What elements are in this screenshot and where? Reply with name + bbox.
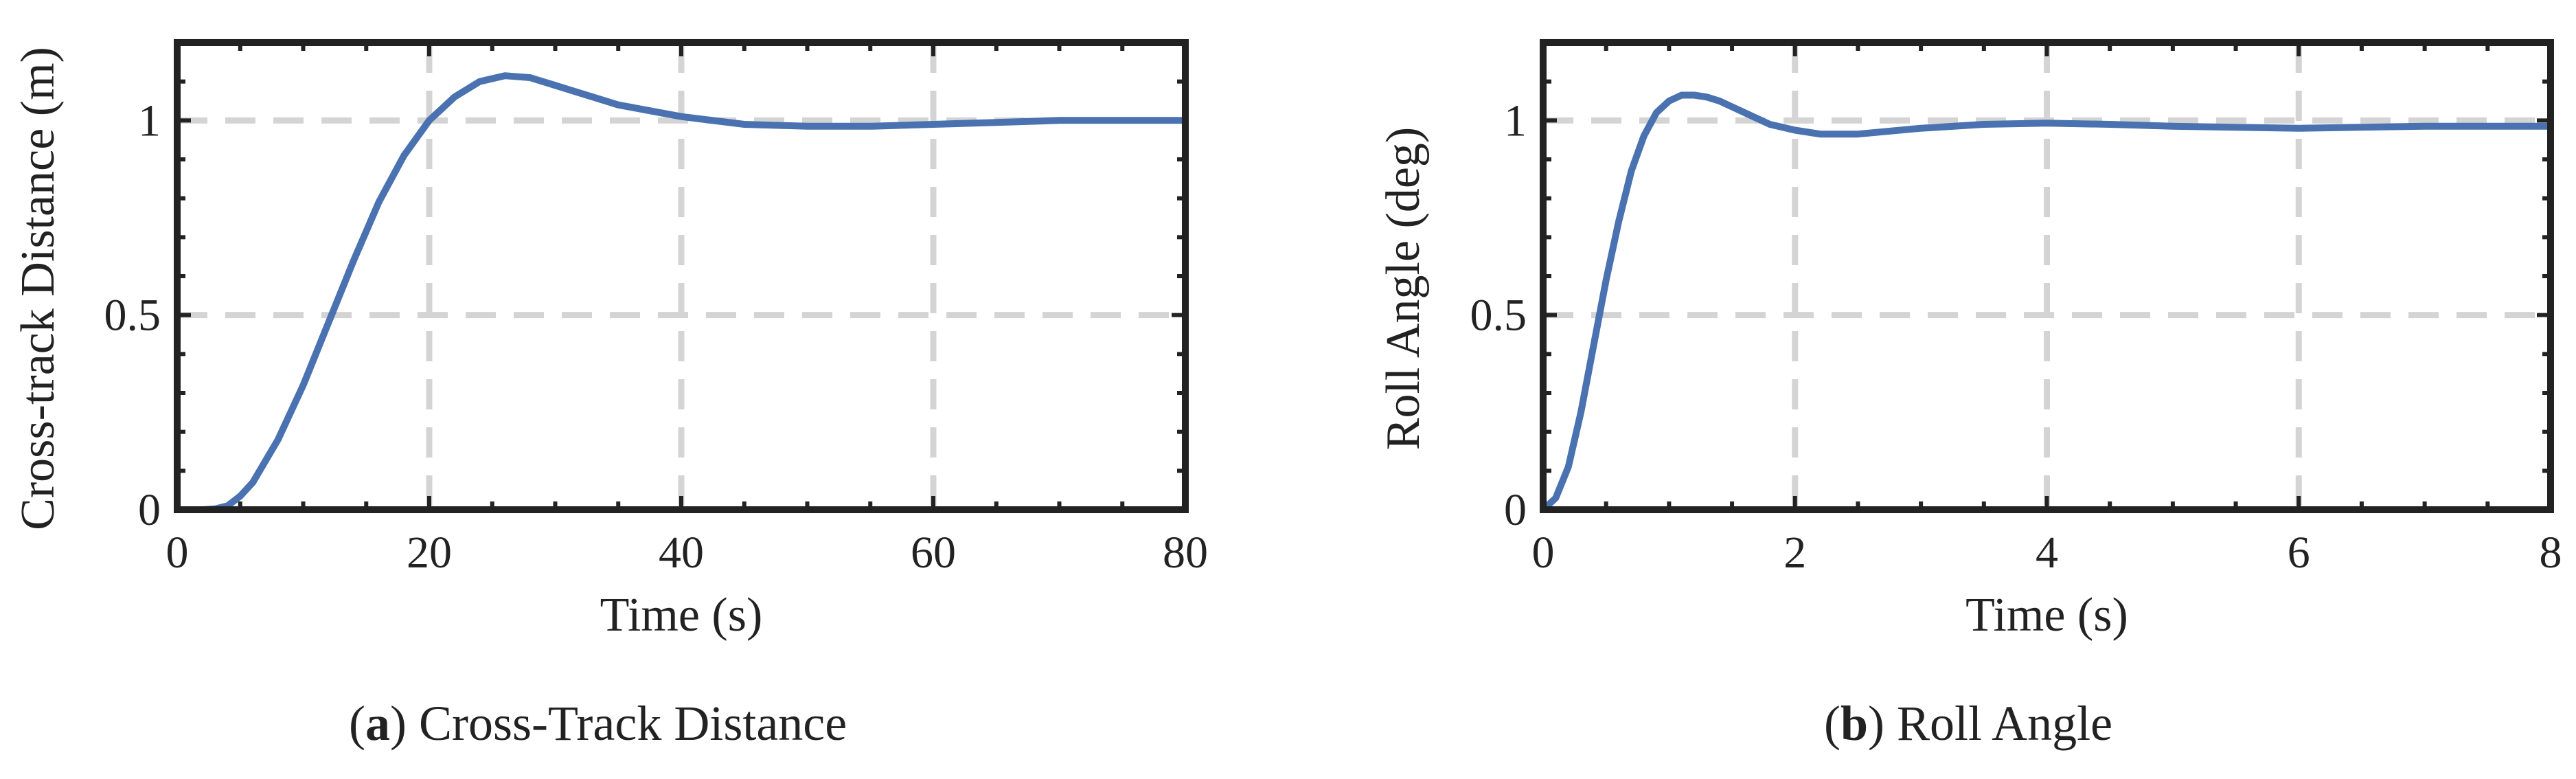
y-tick-label: 1 (138, 95, 161, 146)
y-tick-label: 0.5 (1470, 291, 1527, 341)
series-line-0 (174, 72, 1189, 513)
y-axis-label: Cross-track Distance (m) (12, 47, 65, 530)
y-tick-label: 1 (1504, 95, 1527, 146)
caption-b-letter: b (1840, 696, 1869, 751)
y-tick-label: 0 (138, 485, 161, 535)
x-tick-label: 20 (407, 528, 452, 578)
axes-frame (174, 39, 1189, 513)
x-tick-label: 4 (2036, 528, 2058, 578)
caption-a: (a) Cross-Track Distance (349, 696, 847, 751)
x-tick-label: 80 (1163, 528, 1208, 578)
series-line-0 (1540, 91, 2554, 513)
chart-b: 0 2 4 6 8 0 0.5 1 Time (s) Roll Angle (deg) (1377, 39, 2562, 642)
caption-b-text: Roll Angle (1884, 696, 2113, 751)
x-tick-label: 0 (166, 528, 189, 578)
x-tick-label: 40 (659, 528, 704, 578)
y-tick-label: 0.5 (104, 291, 161, 341)
x-tick-label: 60 (911, 528, 956, 578)
y-tick-label: 0 (1504, 485, 1527, 535)
x-tick-label: 2 (1783, 528, 1806, 578)
caption-a-letter: a (365, 696, 390, 751)
y-axis-label: Roll Angle (deg) (1377, 127, 1430, 450)
x-axis-label: Time (s) (600, 589, 763, 642)
x-tick-label: 0 (1532, 528, 1555, 578)
x-axis-label: Time (s) (1965, 589, 2128, 642)
x-tick-label: 8 (2540, 528, 2562, 578)
chart-a: 0 20 40 60 80 0 0.5 1 Time (s) Cross-track Distan… (12, 39, 1208, 642)
caption-a-text: Cross-Track Distance (406, 696, 847, 751)
x-tick-label: 6 (2288, 528, 2310, 578)
caption-b: (b) Roll Angle (1824, 696, 2113, 751)
axes-frame (1540, 39, 2554, 513)
